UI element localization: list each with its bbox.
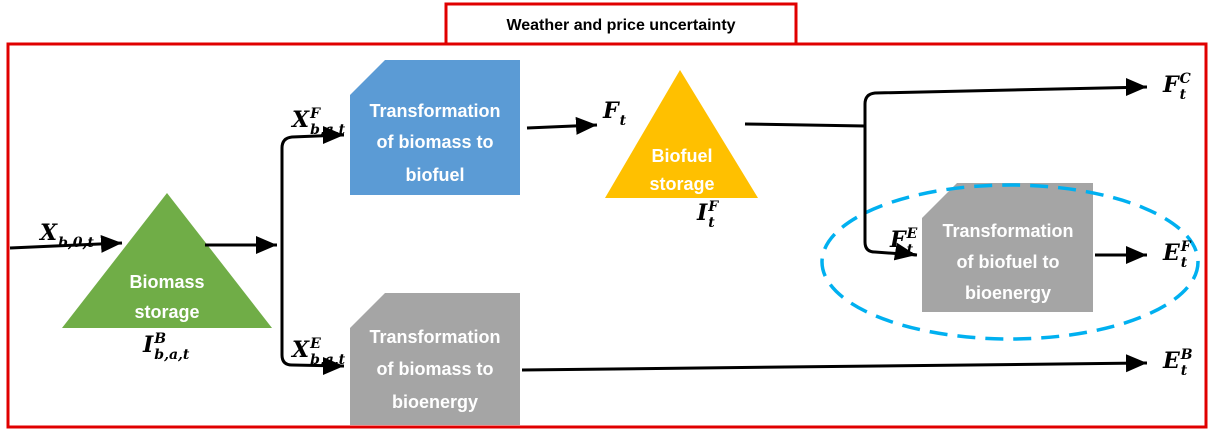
math-sup: B bbox=[1180, 347, 1193, 363]
math-base: E bbox=[1162, 348, 1181, 374]
math-sub: t bbox=[907, 242, 914, 258]
arrow bbox=[863, 85, 1148, 257]
math-base: I bbox=[696, 200, 708, 226]
math-sub: b,a,t bbox=[154, 347, 190, 363]
node-label: Biomass bbox=[129, 272, 204, 292]
math-sub: t bbox=[1180, 87, 1187, 103]
node-label: storage bbox=[649, 174, 714, 194]
node-label: of biomass to bbox=[376, 132, 493, 152]
biomass-to-biofuel bbox=[350, 60, 520, 195]
biomass-to-bioenergy bbox=[350, 293, 520, 425]
math-sup: C bbox=[1180, 71, 1191, 87]
math-sub: t bbox=[620, 113, 627, 129]
node-label: storage bbox=[134, 302, 199, 322]
biofuel-to-bioenergy bbox=[922, 183, 1093, 312]
math-base: X bbox=[290, 337, 310, 363]
arrow bbox=[9, 234, 123, 253]
arrow-head bbox=[893, 242, 917, 261]
math-sub: t bbox=[708, 215, 715, 231]
node-label: bioenergy bbox=[965, 283, 1051, 303]
math-sub: t bbox=[1181, 363, 1188, 379]
arrow bbox=[521, 354, 1148, 373]
math-sup: E bbox=[906, 226, 918, 242]
math-sub: b,0,t bbox=[58, 235, 94, 251]
math-base: I bbox=[142, 332, 154, 358]
math-sup: B bbox=[153, 331, 166, 347]
node-label: biofuel bbox=[406, 165, 465, 185]
arrow bbox=[526, 116, 598, 135]
math-sup: F bbox=[707, 199, 719, 215]
title: Weather and price uncertainty bbox=[506, 17, 735, 34]
math-sup: E bbox=[309, 336, 321, 352]
math-base: F bbox=[889, 227, 907, 253]
arrow bbox=[744, 122, 866, 128]
node-label: Transformation bbox=[942, 221, 1073, 241]
node-label: bioenergy bbox=[392, 392, 478, 412]
node-label: Transformation bbox=[369, 101, 500, 121]
node-label: Transformation bbox=[369, 327, 500, 347]
math-base: X bbox=[290, 107, 310, 133]
math-sub: t bbox=[1181, 255, 1188, 271]
math-base: F bbox=[602, 98, 620, 124]
node-label: of biomass to bbox=[376, 359, 493, 379]
math-base: X bbox=[38, 220, 58, 246]
biofuel-storage bbox=[605, 70, 758, 198]
node-label: of biofuel to bbox=[957, 252, 1060, 272]
highlight-ellipse bbox=[820, 183, 1200, 341]
math-base: E bbox=[1162, 240, 1181, 266]
math-base: F bbox=[1162, 72, 1180, 98]
math-sup: F bbox=[309, 106, 321, 122]
math-sub: b,a,t bbox=[310, 122, 346, 138]
math-sup: F bbox=[1180, 239, 1192, 255]
arrow bbox=[280, 133, 343, 368]
title-box bbox=[444, 2, 798, 46]
math-sub: b,a,t bbox=[310, 352, 346, 368]
flows bbox=[9, 78, 1148, 375]
node-label: Biofuel bbox=[652, 146, 713, 166]
biomass-storage bbox=[62, 193, 272, 328]
